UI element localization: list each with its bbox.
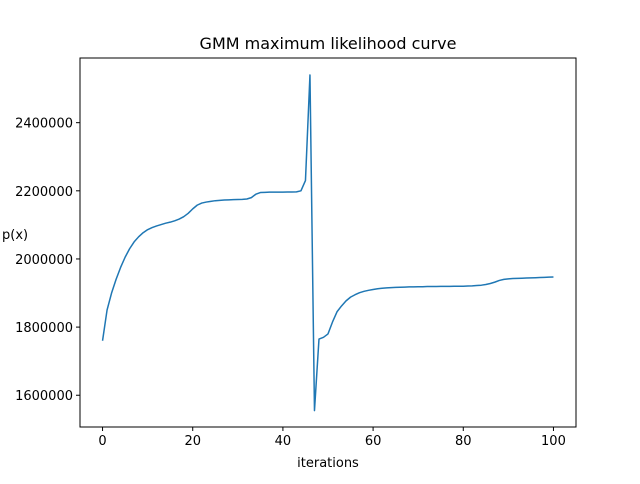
x-axis-label: iterations: [297, 456, 359, 471]
x-tick-label: 100: [541, 434, 566, 449]
y-axis-label: p(x): [2, 228, 28, 243]
line: [101, 74, 554, 412]
x-tick-label: 20: [184, 434, 201, 449]
chart-title: GMM maximum likelihood curve: [200, 34, 457, 53]
y-tick-label: 1800000: [15, 321, 73, 336]
y-tick-label: 1600000: [15, 389, 73, 404]
y-tick-label: 2200000: [15, 185, 73, 200]
x-tick-label: 0: [98, 434, 106, 449]
x-tick-label: 60: [365, 434, 382, 449]
y-tick-label: 2400000: [15, 117, 73, 132]
plot-frame: [79, 57, 577, 428]
y-tick-label: 2000000: [15, 253, 73, 268]
x-tick-label: 40: [275, 434, 292, 449]
x-tick-label: 80: [455, 434, 472, 449]
